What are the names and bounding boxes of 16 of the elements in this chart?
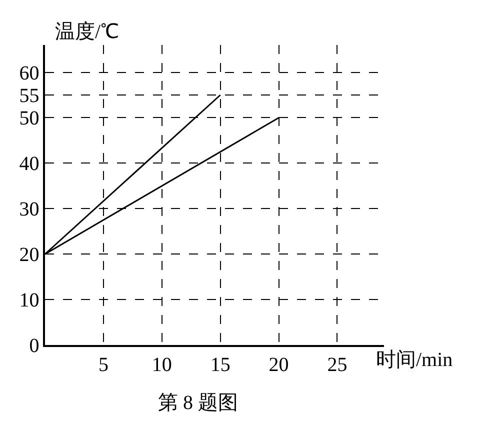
y-tick-label: 50 [19, 108, 40, 130]
x-axis-title: 时间/min [376, 349, 453, 371]
y-tick-label: 10 [19, 290, 40, 312]
y-axis-title: 温度/℃ [55, 21, 119, 43]
y-tick-label: 20 [19, 244, 40, 266]
x-tick-label: 15 [210, 354, 230, 376]
text: 第 8 题图 [158, 392, 238, 414]
x-tick-label: 20 [268, 354, 289, 376]
x-tick-label: 25 [327, 354, 348, 376]
y-tick-label: 55 [19, 85, 40, 107]
y-tick-label: 0 [29, 335, 40, 357]
x-tick-label: 5 [98, 354, 108, 376]
y-tick-label: 40 [19, 153, 40, 176]
y-tick-label: 30 [19, 198, 40, 221]
x-tick-label: 10 [152, 354, 172, 376]
y-tick-label: 60 [19, 62, 40, 84]
